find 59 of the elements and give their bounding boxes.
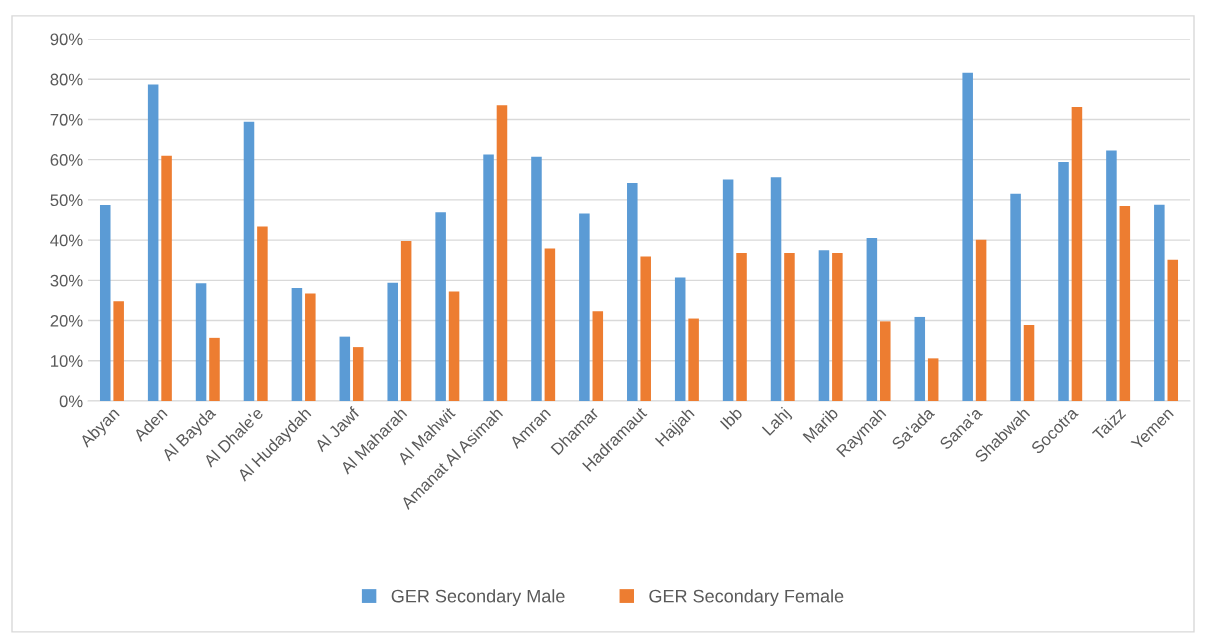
bar xyxy=(579,213,590,401)
bar xyxy=(914,316,926,401)
y-tick-label: 50% xyxy=(50,194,83,207)
y-tick-label: 20% xyxy=(50,314,83,327)
bar xyxy=(674,277,686,401)
bar xyxy=(400,240,412,401)
y-tick-label: 0% xyxy=(59,395,83,408)
bar xyxy=(339,336,351,401)
bar xyxy=(962,72,973,401)
bar xyxy=(975,239,987,401)
bar xyxy=(1119,205,1131,401)
bar xyxy=(195,283,207,401)
bar xyxy=(1106,150,1117,401)
bar xyxy=(291,287,303,401)
bar xyxy=(770,177,782,401)
bar xyxy=(1167,259,1179,401)
bar xyxy=(99,205,111,401)
bar xyxy=(1058,162,1069,401)
bar xyxy=(592,311,604,401)
bar xyxy=(243,121,255,401)
bar xyxy=(736,252,747,401)
bar xyxy=(627,183,638,401)
y-tick-label: 10% xyxy=(51,355,83,367)
bar xyxy=(688,318,699,401)
y-tick-label: 70% xyxy=(50,113,83,126)
bar xyxy=(722,179,734,401)
bar xyxy=(435,212,446,401)
bar xyxy=(257,226,268,401)
bar xyxy=(1154,204,1165,401)
bar xyxy=(305,293,316,401)
y-tick-label: 60% xyxy=(50,154,83,166)
x-tick-label: Ibb xyxy=(719,406,743,430)
bar xyxy=(832,252,843,401)
y-tick-label: 30% xyxy=(50,274,83,287)
y-tick-label: 40% xyxy=(50,234,83,247)
legend-label: GER Secondary Female xyxy=(649,589,844,607)
bar xyxy=(161,155,172,401)
bar xyxy=(147,84,159,401)
bar xyxy=(448,291,460,401)
bar xyxy=(544,248,556,401)
bar xyxy=(818,250,830,401)
bar xyxy=(866,238,878,401)
bar xyxy=(927,358,939,401)
bar xyxy=(113,301,124,401)
bar xyxy=(1023,324,1035,401)
legend-label: GER Secondary Male xyxy=(391,589,565,607)
bar xyxy=(483,154,494,401)
bar xyxy=(209,337,220,401)
bar xyxy=(784,252,795,401)
bar xyxy=(496,105,508,401)
bar xyxy=(352,347,364,401)
bar xyxy=(387,282,398,401)
bar xyxy=(1010,193,1021,401)
y-tick-label: 80% xyxy=(50,73,83,86)
y-tick-label: 90% xyxy=(50,33,83,46)
bar xyxy=(880,321,891,401)
bar xyxy=(531,156,542,401)
bar xyxy=(640,256,651,401)
bar xyxy=(1071,106,1083,401)
